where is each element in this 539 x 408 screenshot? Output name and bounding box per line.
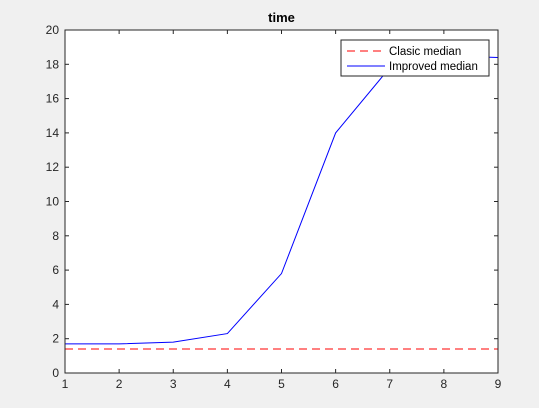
y-tick-label-8: 16: [46, 92, 60, 106]
y-tick-label-10: 20: [46, 23, 60, 37]
x-tick-label-6: 7: [386, 377, 393, 391]
x-tick-label-7: 8: [441, 377, 448, 391]
x-tick-label-5: 6: [332, 377, 339, 391]
plot-area: [65, 30, 498, 373]
y-tick-label-2: 4: [52, 297, 59, 311]
chart-title: time: [268, 10, 295, 25]
legend-box: [340, 39, 490, 77]
legend-label-improved-median: Improved median: [389, 61, 478, 73]
y-tick-label-7: 14: [46, 126, 60, 140]
legend: Clasic median Improved median: [340, 39, 490, 77]
y-tick-label-3: 6: [52, 263, 59, 277]
y-tick-label-6: 12: [46, 160, 60, 174]
x-tick-label-0: 1: [62, 377, 69, 391]
legend-label-clasic-median: Clasic median: [389, 46, 461, 58]
x-tick-label-2: 3: [170, 377, 177, 391]
y-tick-label-1: 2: [52, 332, 59, 346]
x-tick-label-4: 5: [278, 377, 285, 391]
x-tick-label-8: 9: [495, 377, 502, 391]
x-tick-label-3: 4: [224, 377, 231, 391]
y-tick-label-9: 18: [46, 57, 60, 71]
y-tick-label-4: 8: [52, 229, 59, 243]
x-tick-label-1: 2: [116, 377, 123, 391]
y-tick-label-0: 0: [52, 366, 59, 380]
y-tick-label-5: 10: [46, 195, 60, 209]
